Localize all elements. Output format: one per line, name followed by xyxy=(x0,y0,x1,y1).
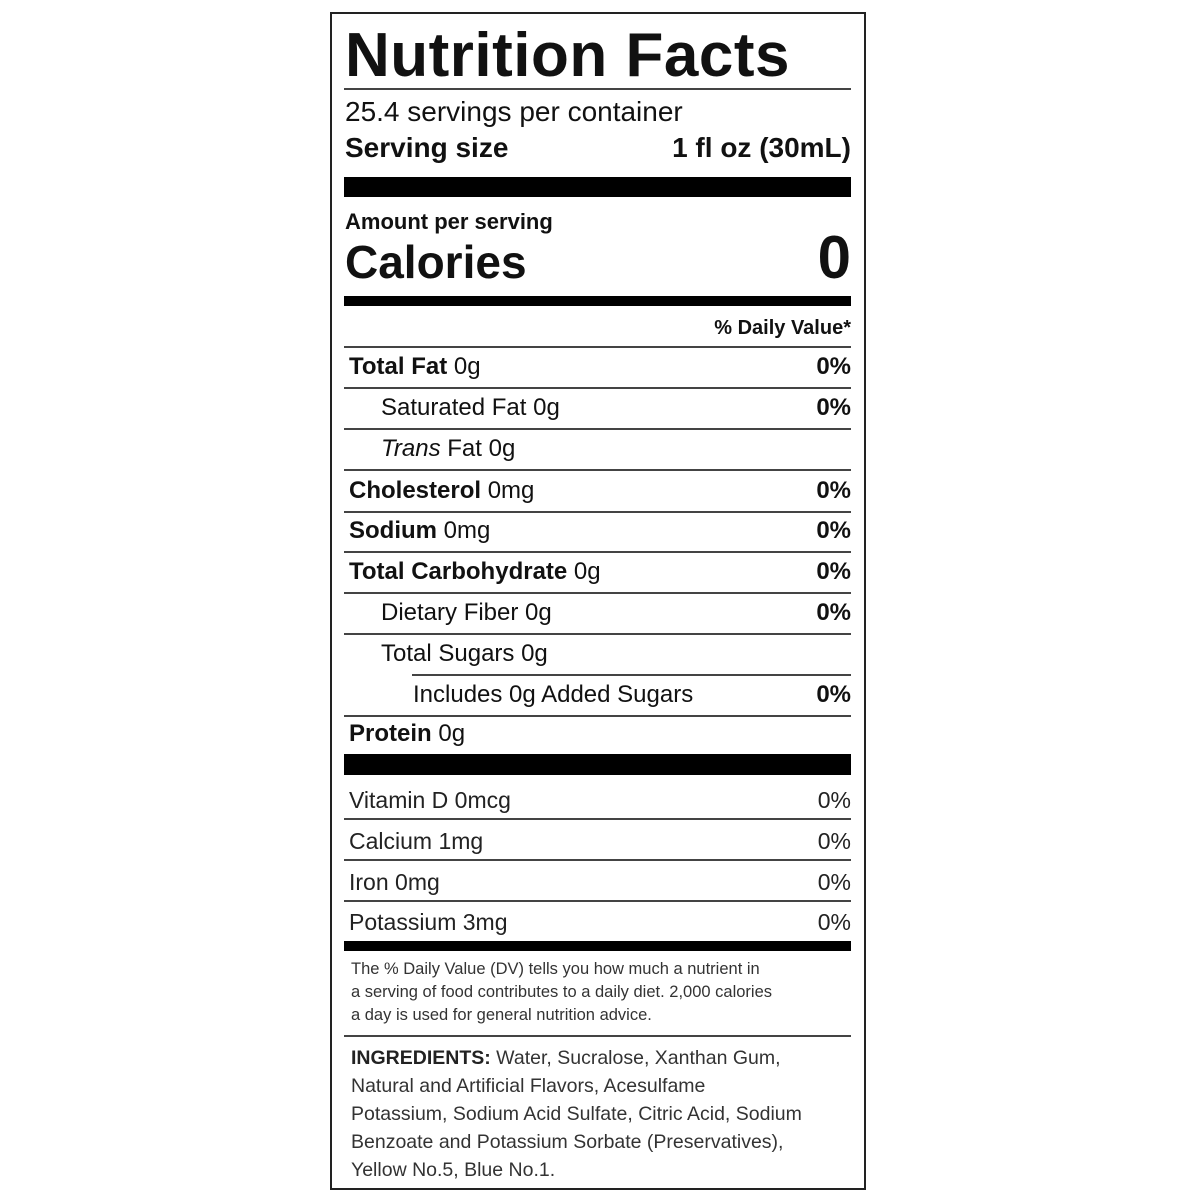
nutrient-name: Sodium xyxy=(349,517,437,544)
nutrient-amount: 0g xyxy=(533,394,560,421)
divider xyxy=(344,633,851,635)
ingredients: INGREDIENTS: Water, Sucralose, Xanthan G… xyxy=(351,1044,802,1184)
nutrient-row: Includes 0g Added Sugars xyxy=(413,681,693,709)
nutrient-daily-value: 0% xyxy=(816,558,851,585)
nutrient-daily-value: 0% xyxy=(816,681,851,708)
nutrient-name: Total Fat xyxy=(349,353,448,380)
nutrient-daily-value: 0% xyxy=(816,394,851,421)
footnote-line: a day is used for general nutrition advi… xyxy=(351,1006,652,1024)
nutrient-name: Dietary Fiber xyxy=(381,599,519,626)
medium-divider xyxy=(344,941,851,951)
nutrient-row: Cholesterol 0mg xyxy=(349,477,534,505)
nutrient-row: Dietary Fiber 0g xyxy=(381,599,552,627)
ingredients-line: Water, Sucralose, Xanthan Gum, xyxy=(490,1047,781,1069)
nutrient-row: Saturated Fat 0g xyxy=(381,394,560,422)
serving-size-label: Serving size xyxy=(345,132,509,163)
nutrient-daily-value: 0% xyxy=(816,599,851,626)
footnote-line: The % Daily Value (DV) tells you how muc… xyxy=(351,960,760,978)
vitamin-name: Calcium 1mg xyxy=(349,828,484,854)
nutrient-row: Sodium 0mg xyxy=(349,517,490,545)
nutrient-daily-value: 0% xyxy=(816,353,851,380)
nutrient-daily-value: 0% xyxy=(816,517,851,544)
divider xyxy=(344,859,851,861)
servings-per-container: 25.4 servings per container xyxy=(345,96,683,127)
divider xyxy=(344,592,851,594)
nutrient-amount: 0g xyxy=(521,640,548,667)
nutrient-name: Total Carbohydrate xyxy=(349,558,568,585)
nutrient-amount: 0g xyxy=(488,435,516,462)
divider xyxy=(344,1035,851,1037)
divider xyxy=(344,715,851,717)
vitamin-daily-value: 0% xyxy=(817,909,851,935)
nutrient-name: Total Sugars xyxy=(381,640,515,667)
nutrient-name: Includes 0g Added Sugars xyxy=(413,681,694,708)
medium-divider xyxy=(344,296,851,306)
ingredients-line: Potassium, Sodium Acid Sulfate, Citric A… xyxy=(351,1103,802,1125)
calories-label: Calories xyxy=(345,236,527,288)
nutrient-amount: 0g xyxy=(525,599,552,626)
vitamin-daily-value: 0% xyxy=(817,787,851,813)
divider xyxy=(344,88,851,90)
divider xyxy=(344,818,851,820)
divider xyxy=(344,900,851,902)
nutrient-row: Total Sugars 0g xyxy=(381,640,548,668)
divider xyxy=(344,469,851,471)
nutrient-name: Trans xyxy=(381,435,441,462)
thick-divider xyxy=(344,177,851,197)
nutrient-name: Protein xyxy=(349,720,432,747)
divider xyxy=(412,674,851,676)
vitamin-name: Potassium 3mg xyxy=(349,909,508,935)
footnote-line: a serving of food contributes to a daily… xyxy=(351,983,772,1001)
vitamin-name: Vitamin D 0mcg xyxy=(349,787,511,813)
divider xyxy=(344,387,851,389)
serving-size-value: 1 fl oz (30mL) xyxy=(672,132,851,163)
ingredients-line: Benzoate and Potassium Sorbate (Preserva… xyxy=(351,1131,784,1153)
nutrient-amount: 0g xyxy=(453,353,481,380)
divider xyxy=(344,428,851,430)
amount-per-serving: Amount per serving xyxy=(345,209,553,234)
vitamin-name: Iron 0mg xyxy=(349,869,440,895)
nutrient-row: Total Fat 0g xyxy=(349,353,481,381)
nutrient-name: Saturated Fat xyxy=(381,394,527,421)
ingredients-line: Yellow No.5, Blue No.1. xyxy=(351,1159,556,1181)
nutrient-daily-value: 0% xyxy=(816,477,851,504)
divider xyxy=(344,346,851,348)
nutrient-name-suffix: Fat xyxy=(447,435,482,462)
nutrient-amount: 0mg xyxy=(487,477,535,504)
nutrient-row: Total Carbohydrate 0g xyxy=(349,558,601,586)
nutrient-amount: 0g xyxy=(573,558,601,585)
nutrient-amount: 0mg xyxy=(443,517,491,544)
daily-value-header: % Daily Value* xyxy=(714,317,851,339)
thick-divider xyxy=(344,754,851,775)
ingredients-line: Natural and Artificial Flavors, Acesulfa… xyxy=(351,1075,706,1097)
ingredients-label: INGREDIENTS: xyxy=(351,1047,491,1069)
nutrition-facts-label: Nutrition Facts 25.4 servings per contai… xyxy=(330,12,866,1190)
calories-value: 0 xyxy=(817,224,851,291)
nutrient-row: Protein 0g xyxy=(349,720,465,748)
vitamin-daily-value: 0% xyxy=(817,828,851,854)
divider xyxy=(344,551,851,553)
vitamin-daily-value: 0% xyxy=(817,869,851,895)
daily-value-footnote: The % Daily Value (DV) tells you how muc… xyxy=(351,958,772,1027)
divider xyxy=(344,511,851,513)
nutrient-row: Trans Fat 0g xyxy=(381,435,515,463)
label-title: Nutrition Facts xyxy=(345,21,790,90)
nutrient-amount: 0g xyxy=(438,720,466,747)
nutrient-name: Cholesterol xyxy=(349,477,482,504)
